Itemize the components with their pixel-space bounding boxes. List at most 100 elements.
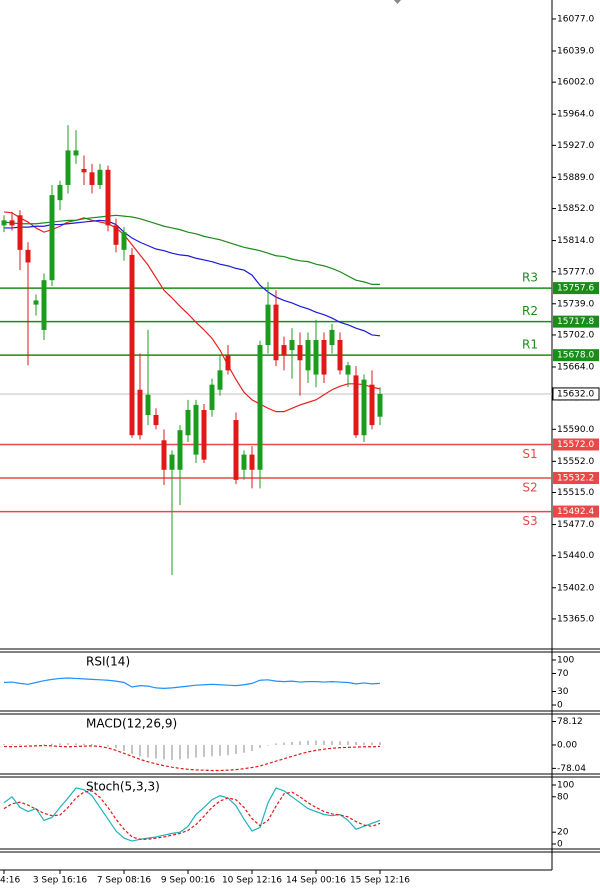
candle-body [249,454,255,470]
y-tick-label: 15702.0 [557,330,594,340]
candle-body [345,365,351,375]
level-price-box [553,438,599,451]
candle-body [105,169,111,226]
x-tick-label: 3 Sep 16:16 [33,876,88,886]
level-name: R1 [522,338,538,352]
y-tick-label: 15552.0 [557,457,594,467]
y-tick-label: 15365.0 [557,614,594,624]
y-tick-label: 15852.0 [557,204,594,214]
level-price: 15492.4 [557,507,594,517]
indicator-line [3,677,381,689]
y-tick-label: 70 [557,669,569,679]
moving-average [4,219,381,337]
candle-body [113,225,119,245]
current-price: 15632.0 [557,389,594,399]
candle-body [145,394,151,416]
level-price-box [553,472,599,485]
level-price-box [553,505,599,518]
candle-body [121,232,127,250]
level-name: R3 [522,271,538,285]
indicator-line [3,790,381,840]
x-tick-label: 15 Sep 12:16 [350,876,410,886]
candle-body [305,340,311,371]
x-tick-label: 4:16 [0,876,20,886]
level-name: S2 [522,481,537,495]
candle-body [1,220,7,226]
candle-body [241,454,247,470]
candle-body [225,355,231,371]
y-tick-label: -78.04 [557,764,586,774]
y-tick-label: 20 [557,828,569,838]
level-price-box [553,349,599,362]
y-tick-label: 15515.0 [557,488,594,498]
candle-body [9,220,15,226]
candle-body [81,168,87,173]
candle-body [185,409,191,436]
level-price-box [553,282,599,295]
candle-body [97,169,103,185]
y-tick-label: 16039.0 [557,46,594,56]
y-tick-label: 0 [557,701,563,711]
y-tick-label: 16077.0 [557,14,594,24]
candle-body [73,150,79,156]
candle-body [89,172,95,185]
level-price: 15532.2 [557,474,594,484]
shift-marker [394,0,401,4]
candle-body [313,340,319,375]
candle-body [153,415,159,426]
y-tick-label: 16002.0 [557,78,594,88]
macd-signal [3,744,381,772]
y-tick-label: 15814.0 [557,236,594,246]
candle-body [361,379,367,436]
y-tick-label: 15964.0 [557,110,594,120]
y-tick-label: 15927.0 [557,141,594,151]
y-tick-label: 100 [557,781,574,791]
candle-body [169,454,175,470]
x-tick-label: 14 Sep 00:16 [286,876,346,886]
level-price: 15678.0 [557,351,594,361]
candle-body [377,393,383,417]
moving-average [3,214,380,285]
indicator-line [3,787,381,842]
y-tick-label: 30 [557,687,569,697]
candle-body [257,345,263,470]
level-name: S1 [522,447,537,461]
candle-body [233,420,239,480]
candle-body [209,384,215,410]
y-tick-label: 15477.0 [557,520,594,530]
indicator-title: Stoch(5,3,3) [86,780,160,794]
moving-average [3,211,381,413]
level-price-box [553,315,599,328]
y-tick-label: 15739.0 [557,299,594,309]
level-name: S3 [522,514,537,528]
candle-body [129,254,135,436]
y-tick-label: 0 [557,840,563,850]
y-tick-label: 80 [557,792,569,802]
x-tick-label: 10 Sep 12:16 [222,876,282,886]
candle-body [33,300,39,305]
candle-body [25,249,31,263]
candle-body [177,430,183,470]
y-tick-label: 15440.0 [557,551,594,561]
y-tick-label: 15777.0 [557,267,594,277]
level-price: 15757.6 [557,284,594,294]
candle-body [17,215,23,250]
candle-body [41,280,47,330]
level-name: R2 [522,304,538,318]
candle-body [289,340,295,351]
y-tick-label: 15590.0 [557,425,594,435]
candle-body [57,184,63,201]
candle-body [329,329,335,346]
candle-body [353,375,359,436]
y-tick-label: 78.12 [557,717,583,727]
candle-body [297,345,303,361]
x-tick-label: 9 Sep 00:16 [161,876,216,886]
candle-body [369,384,375,426]
candle-body [321,340,327,375]
indicator-title: MACD(12,26,9) [86,717,177,731]
y-tick-label: 15664.0 [557,362,594,372]
candle-body [161,440,167,470]
level-price: 15717.8 [557,317,594,327]
candle-body [65,150,71,185]
